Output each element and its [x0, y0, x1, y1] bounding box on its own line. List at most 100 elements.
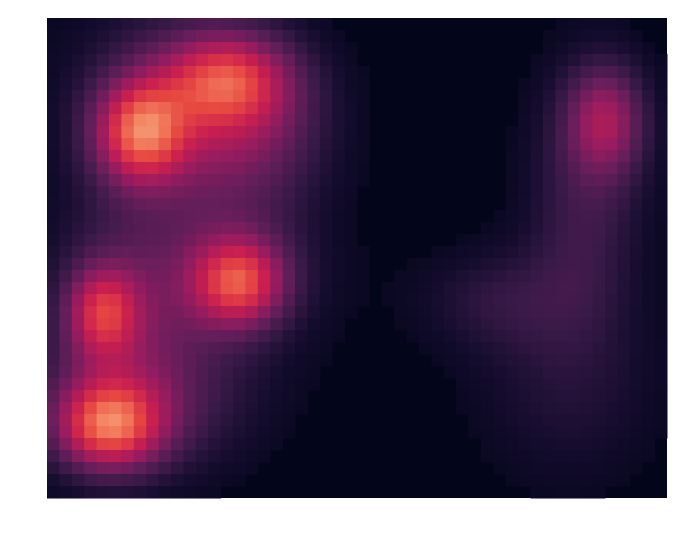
- heatmap-cell: [183, 486, 197, 499]
- heatmap-cell: [121, 474, 135, 487]
- heatmap-cell: [530, 450, 544, 463]
- heatmap-cell: [183, 378, 197, 391]
- heatmap-cell: [195, 462, 209, 475]
- heatmap-cell: [208, 414, 222, 427]
- heatmap-cell: [208, 210, 222, 223]
- heatmap-cell: [555, 174, 569, 187]
- heatmap-cell: [468, 342, 482, 355]
- heatmap-cell: [481, 426, 494, 439]
- heatmap-cell: [344, 186, 358, 199]
- heatmap-cell: [505, 174, 519, 187]
- heatmap-cell: [220, 222, 234, 235]
- heatmap-cell: [319, 90, 333, 103]
- heatmap-cell: [617, 246, 631, 259]
- heatmap-cell: [567, 186, 581, 199]
- heatmap-cell: [567, 42, 581, 55]
- heatmap-cell: [443, 246, 457, 259]
- heatmap-cell: [642, 306, 656, 319]
- heatmap-cell: [245, 66, 259, 79]
- heatmap-cell: [171, 174, 184, 187]
- heatmap-cell: [47, 342, 60, 355]
- heatmap-cell: [654, 126, 668, 139]
- heatmap-cell: [481, 318, 494, 331]
- heatmap-cell: [592, 138, 606, 151]
- heatmap-cell: [59, 486, 73, 499]
- heatmap-cell: [146, 306, 160, 319]
- heatmap-cell: [245, 246, 259, 259]
- heatmap-cell: [295, 102, 308, 115]
- heatmap-cell: [543, 174, 556, 187]
- heatmap-cell: [171, 390, 184, 403]
- heatmap-cell: [84, 114, 98, 127]
- heatmap-cell: [605, 414, 618, 427]
- heatmap-cell: [629, 426, 643, 439]
- heatmap-cell: [195, 474, 209, 487]
- heatmap-cell: [505, 462, 519, 475]
- heatmap-cell: [245, 390, 259, 403]
- heatmap-cell: [84, 150, 98, 163]
- heatmap-cell: [220, 42, 234, 55]
- heatmap-cell: [357, 270, 370, 283]
- heatmap-cell: [319, 174, 333, 187]
- heatmap-cell: [146, 90, 160, 103]
- heatmap-cell: [47, 90, 60, 103]
- heatmap-cell: [47, 258, 60, 271]
- heatmap-cell: [505, 378, 519, 391]
- heatmap-cell: [233, 210, 246, 223]
- heatmap-cell: [642, 318, 656, 331]
- heatmap-cell: [71, 90, 85, 103]
- heatmap-cell: [505, 150, 519, 163]
- heatmap-cell: [183, 270, 197, 283]
- heatmap-cell: [195, 54, 209, 67]
- heatmap-cell: [257, 414, 271, 427]
- heatmap-cell: [208, 462, 222, 475]
- heatmap-cell: [617, 330, 631, 343]
- heatmap-cell: [456, 402, 470, 415]
- heatmap-cell: [530, 234, 544, 247]
- heatmap-cell: [183, 258, 197, 271]
- heatmap-cell: [481, 390, 494, 403]
- heatmap-cell: [121, 414, 135, 427]
- heatmap-cell: [642, 126, 656, 139]
- heatmap-cell: [419, 282, 432, 295]
- heatmap-cell: [257, 294, 271, 307]
- heatmap-cell: [133, 294, 147, 307]
- heatmap-cell: [282, 270, 296, 283]
- heatmap-cell: [121, 366, 135, 379]
- heatmap-cell: [183, 234, 197, 247]
- heatmap-cell: [121, 30, 135, 43]
- heatmap-cell: [96, 66, 110, 79]
- heatmap-cell: [518, 462, 532, 475]
- heatmap-cell: [530, 462, 544, 475]
- heatmap-cell: [146, 126, 160, 139]
- heatmap-cell: [419, 330, 432, 343]
- heatmap-cell: [146, 162, 160, 175]
- heatmap-cell: [443, 354, 457, 367]
- heatmap-cell: [208, 450, 222, 463]
- heatmap-cell: [133, 438, 147, 451]
- heatmap-cell: [307, 30, 321, 43]
- heatmap-cell: [344, 198, 358, 211]
- heatmap-cell: [158, 474, 172, 487]
- heatmap-cell: [109, 54, 122, 67]
- heatmap-cell: [208, 474, 222, 487]
- heatmap-cell: [344, 90, 358, 103]
- heatmap-cell: [567, 378, 581, 391]
- heatmap-cell: [257, 306, 271, 319]
- heatmap-cell: [481, 330, 494, 343]
- heatmap-cell: [208, 186, 222, 199]
- heatmap-cell: [171, 42, 184, 55]
- heatmap-cell: [642, 162, 656, 175]
- heatmap-cell: [505, 246, 519, 259]
- heatmap-cell: [555, 282, 569, 295]
- heatmap-cell: [133, 342, 147, 355]
- heatmap-cell: [183, 78, 197, 91]
- heatmap-cell: [518, 90, 532, 103]
- heatmap-cell: [270, 162, 284, 175]
- heatmap-cell: [307, 54, 321, 67]
- heatmap-cell: [121, 198, 135, 211]
- heatmap-cell: [96, 138, 110, 151]
- heatmap-cell: [592, 174, 606, 187]
- heatmap-cell: [109, 174, 122, 187]
- heatmap-cell: [270, 354, 284, 367]
